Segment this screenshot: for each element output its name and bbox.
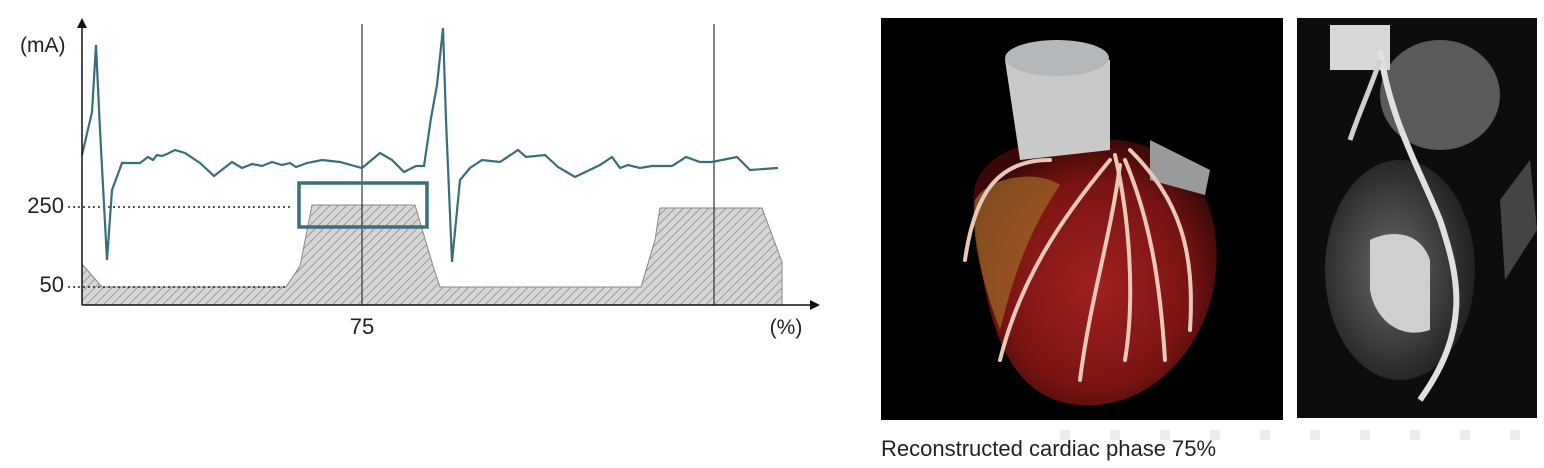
arrowhead (77, 18, 87, 28)
highlight-box (297, 181, 429, 229)
x-label: 75 (350, 314, 374, 339)
heart-image (881, 18, 1283, 420)
y-axis-label: (mA) (20, 34, 66, 57)
tube-current-profile (81, 204, 783, 306)
x-axis-label: (%) (770, 316, 803, 339)
arrowhead (810, 300, 820, 310)
y-label: 250 (27, 193, 64, 218)
ecg-trace (80, 27, 779, 263)
ct-image (1297, 18, 1537, 418)
decoration (1060, 430, 1520, 440)
y-label: 50 (40, 272, 64, 297)
caption: Reconstructed cardiac phase 75% (881, 436, 1216, 461)
